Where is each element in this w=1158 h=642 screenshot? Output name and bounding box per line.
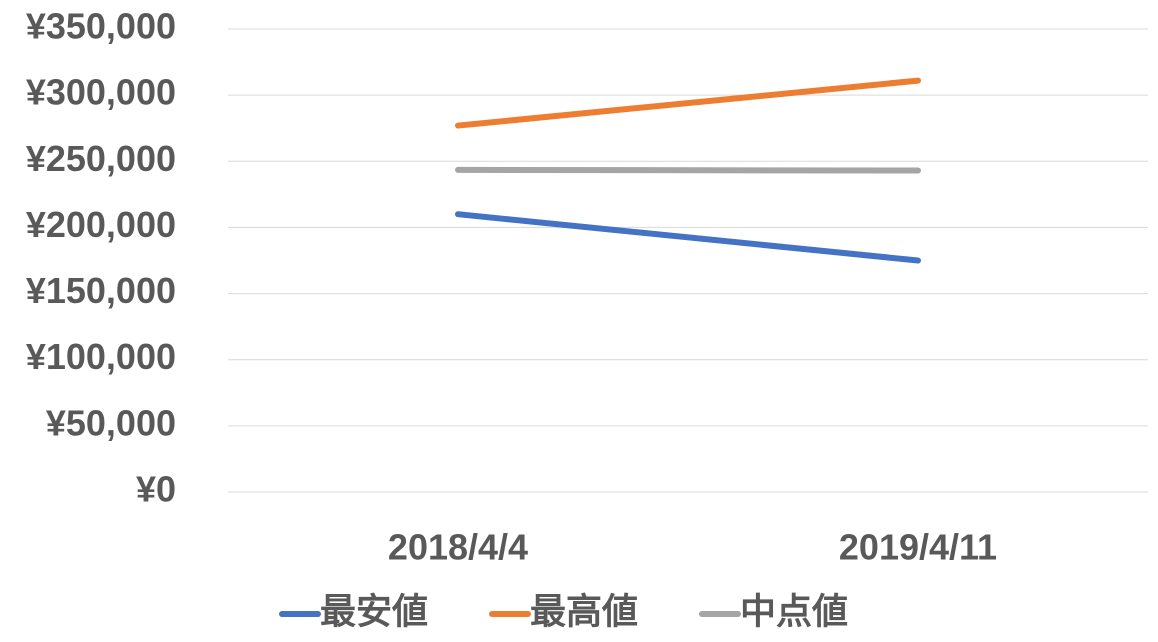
x-tick-label: 2019/4/11 (839, 527, 997, 568)
legend-label: 最安値 (320, 591, 428, 632)
y-tick-label: ¥0 (136, 469, 176, 510)
y-tick-label: ¥50,000 (46, 402, 176, 443)
series-line (455, 211, 921, 264)
legend-label: 中点値 (740, 591, 848, 632)
y-tick-label: ¥200,000 (26, 204, 176, 245)
y-tick-label: ¥300,000 (26, 72, 176, 113)
legend-label: 最高値 (530, 591, 638, 632)
x-tick-label: 2018/4/4 (388, 527, 528, 568)
y-tick-label: ¥100,000 (26, 336, 176, 377)
y-tick-label: ¥250,000 (26, 138, 176, 179)
y-tick-label: ¥350,000 (26, 6, 176, 47)
series-line (455, 77, 921, 129)
y-tick-label: ¥150,000 (26, 270, 176, 311)
series-line (455, 166, 921, 174)
